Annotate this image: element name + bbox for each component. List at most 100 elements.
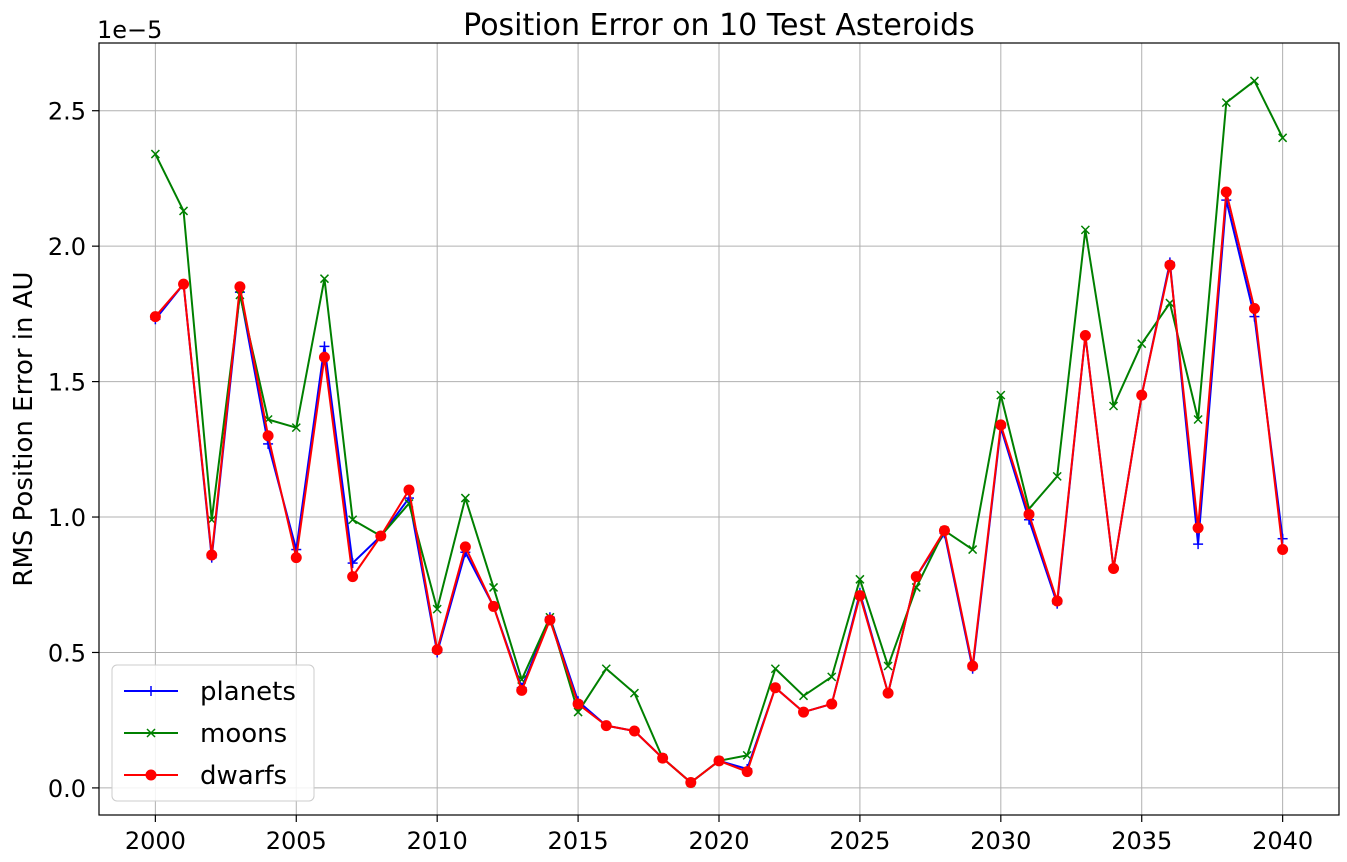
legend-marker [146,686,156,696]
data-point-dwarfs [431,644,443,656]
legend-item-moons: moons [124,719,287,749]
data-point-dwarfs [572,698,584,710]
data-point-moons [1249,76,1259,86]
x-tick-label: 2040 [1252,827,1313,855]
data-point-dwarfs [1192,522,1204,534]
data-point-dwarfs [1220,186,1232,198]
data-point-dwarfs [1164,259,1176,271]
data-point-moons [291,423,301,433]
data-point-dwarfs [1079,330,1091,342]
data-point-moons [573,707,583,717]
legend-label: planets [200,677,296,707]
data-point-dwarfs [600,720,612,732]
data-point-dwarfs [826,698,838,710]
data-point-dwarfs [178,278,190,290]
x-tick-label: 2015 [548,827,609,855]
data-point-moons [1080,225,1090,235]
data-point-dwarfs [347,571,359,583]
data-point-moons [742,750,752,760]
data-point-moons [1193,414,1203,425]
data-point-moons [1052,471,1062,481]
y-tick-label: 2.0 [48,233,86,261]
data-point-dwarfs [206,549,218,561]
data-point-moons [348,515,358,525]
data-point-dwarfs [910,571,922,583]
data-point-dwarfs [262,430,274,442]
data-point-moons [1278,133,1288,143]
y-tick-label: 2.5 [48,98,86,126]
data-point-dwarfs [1136,389,1148,401]
data-point-dwarfs [967,660,979,672]
x-tick-label: 2025 [829,827,890,855]
series-dwarfs [149,186,1289,788]
grid-lines [99,43,1339,815]
legend: planets moons dwarfs [111,664,315,802]
data-point-dwarfs [234,281,246,293]
data-point-planets [347,558,358,569]
data-point-dwarfs [318,351,330,363]
data-point-moons [150,149,160,159]
y-tick-label: 0.0 [48,775,86,803]
data-point-dwarfs [1277,544,1289,556]
data-point-moons [432,604,442,614]
data-point-dwarfs [516,684,528,696]
data-point-moons [996,390,1006,400]
y-axis-multiplier: 1e−5 [97,16,162,44]
x-tick-label: 2035 [1111,827,1172,855]
data-point-dwarfs [713,755,725,767]
x-tick-label: 2030 [970,827,1031,855]
data-point-planets [1193,539,1204,550]
data-point-moons [460,493,470,503]
data-point-dwarfs [375,530,387,542]
data-point-dwarfs [798,706,810,718]
data-point-moons [319,274,329,284]
axis-ticks: 2000 2005 2010 2015 2020 2025 2030 2035 2040 0.0 0… [48,98,1313,855]
data-point-dwarfs [1051,595,1063,607]
data-point-moons [1109,401,1119,411]
data-point-dwarfs [1248,302,1260,314]
data-point-moons [883,661,893,671]
legend-label: dwarfs [200,761,287,791]
y-axis-label: RMS Position Error in AU [9,271,39,586]
legend-box [111,664,315,802]
legend-item-dwarfs: dwarfs [124,761,287,791]
data-point-dwarfs [488,600,500,612]
data-point-moons [629,688,639,698]
data-point-dwarfs [741,766,753,778]
x-tick-label: 2000 [125,827,186,855]
data-point-planets [319,341,330,352]
legend-marker [145,769,157,781]
data-point-dwarfs [995,419,1007,431]
data-point-dwarfs [544,614,556,626]
data-point-moons [601,664,611,674]
data-point-dwarfs [769,682,781,694]
legend-label: moons [200,719,287,749]
data-point-moons [968,545,978,555]
legend-marker [146,728,156,738]
y-tick-label: 0.5 [48,639,86,667]
data-point-dwarfs [685,776,697,788]
legend-item-planets: planets [124,677,296,707]
data-point-dwarfs [854,590,866,602]
x-tick-label: 2010 [407,827,468,855]
y-tick-label: 1.5 [48,369,86,397]
data-point-moons [1137,339,1147,349]
data-point-dwarfs [1023,508,1035,520]
data-point-dwarfs [882,687,894,699]
y-tick-label: 1.0 [48,504,86,532]
data-point-dwarfs [1108,563,1120,575]
data-point-moons [1221,98,1231,108]
data-point-dwarfs [290,552,302,564]
series-layer [149,76,1289,788]
data-point-dwarfs [459,541,471,553]
data-point-moons [827,672,837,682]
x-tick-label: 2005 [266,827,327,855]
chart-title: Position Error on 10 Test Asteroids [463,8,975,43]
x-tick-label: 2020 [688,827,749,855]
data-point-dwarfs [628,725,640,737]
data-point-moons [770,664,780,674]
data-point-dwarfs [938,525,950,537]
data-point-moons [1165,298,1175,308]
data-point-dwarfs [657,752,669,764]
